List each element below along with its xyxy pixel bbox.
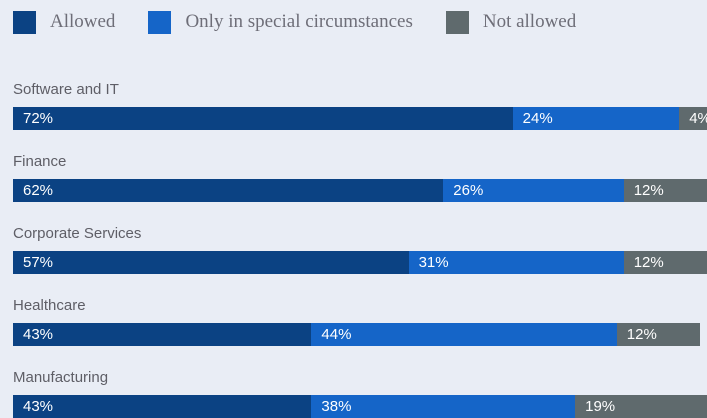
bar-segment: 43% <box>13 395 312 418</box>
legend-item-1: Allowed <box>13 10 116 34</box>
stacked-bar: 57% 31% 12% <box>13 251 707 274</box>
data-label: 12% <box>626 326 657 343</box>
stacked-bar-chart: Software and IT 72% 24% 4% Finance 62% 26% 12% C… <box>13 0 707 418</box>
data-label: 43% <box>23 326 54 343</box>
data-label: 19% <box>585 398 616 415</box>
stacked-bar: 43% 38% 19% <box>13 395 707 418</box>
data-label: 12% <box>633 182 664 199</box>
legend-swatch <box>13 10 36 34</box>
data-label: 38% <box>321 398 352 415</box>
bar-segment: 24% <box>512 107 680 130</box>
category-label: Software and IT <box>13 81 119 98</box>
chart-legend: Allowed Only in special circumstances Not … <box>13 8 576 36</box>
stacked-bar: 43% 44% 12% <box>13 323 707 346</box>
category-label: Finance <box>13 153 67 170</box>
bar-segment: 31% <box>408 251 624 274</box>
legend-swatch <box>445 10 469 34</box>
data-label: 44% <box>321 326 352 343</box>
bar-segment: 12% <box>616 323 701 346</box>
bar-segment: 38% <box>311 395 576 418</box>
data-label: 24% <box>522 110 553 127</box>
bar-segment: 57% <box>13 251 409 274</box>
data-label: 12% <box>633 254 664 271</box>
data-label: 57% <box>23 254 54 271</box>
category-label: Healthcare <box>13 297 86 314</box>
stacked-bar: 62% 26% 12% <box>13 179 707 202</box>
bar-segment: 44% <box>311 323 617 346</box>
legend-swatch <box>148 10 172 34</box>
bar-segment: 72% <box>13 107 513 130</box>
data-label: 62% <box>23 182 54 199</box>
bar-segment: 43% <box>13 323 312 346</box>
bar-segment: 19% <box>575 395 707 418</box>
bar-segment: 12% <box>623 179 707 202</box>
bar-segment: 12% <box>623 251 707 274</box>
bar-segment: 62% <box>13 179 444 202</box>
data-label: 26% <box>453 182 484 199</box>
category-label: Manufacturing <box>13 369 109 386</box>
legend-label: Only in special circumstances <box>185 11 413 32</box>
bar-segment: 4% <box>679 107 707 130</box>
data-label: 72% <box>23 110 54 127</box>
data-label: 43% <box>23 398 54 415</box>
bar-segment: 26% <box>443 179 624 202</box>
legend-label: Not allowed <box>482 11 577 32</box>
stacked-bar: 72% 24% 4% <box>13 107 707 130</box>
data-label: 31% <box>418 254 449 271</box>
legend-item-2: Only in special circumstances <box>148 10 413 34</box>
category-label: Corporate Services <box>13 225 142 242</box>
legend-item-3: Not allowed <box>445 10 577 34</box>
data-label: 4% <box>689 110 707 127</box>
legend-label: Allowed <box>50 11 116 32</box>
